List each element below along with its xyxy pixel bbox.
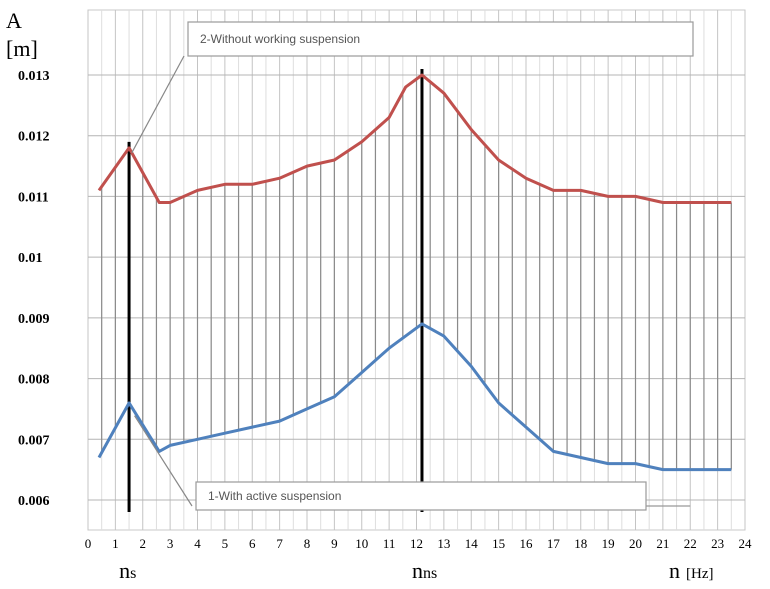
x-tick-label: 19 [602, 536, 615, 551]
x-tick-label: 6 [249, 536, 256, 551]
marker-label-ns: nns [412, 558, 437, 583]
x-tick-label: 22 [684, 536, 697, 551]
x-tick-label: 17 [547, 536, 561, 551]
x-tick-label: 16 [520, 536, 534, 551]
x-tick-label: 21 [656, 536, 669, 551]
y-tick-label: 0.012 [18, 130, 50, 145]
marker-label-symbol: n [119, 558, 130, 583]
x-tick-label: 18 [574, 536, 587, 551]
x-axis-label-unit: [Hz] [686, 566, 713, 582]
annotations: 2-Without working suspension 1-With activ… [131, 21, 694, 511]
x-tick-label: 5 [222, 536, 229, 551]
x-tick-label: 11 [383, 536, 396, 551]
x-tick-label: 23 [711, 536, 724, 551]
marker-label-subscript: ns [423, 565, 437, 582]
x-tick-label: 4 [194, 536, 201, 551]
x-tick-label: 8 [304, 536, 311, 551]
annotation-box-2 [195, 481, 647, 511]
x-tick-label: 3 [167, 536, 174, 551]
frequency-markers [127, 69, 424, 512]
marker-label-symbol: n [412, 558, 423, 583]
axis-labels: A [m] n [Hz] [6, 8, 713, 583]
marker-label-s: ns [119, 558, 136, 583]
y-tick-label: 0.008 [18, 373, 50, 388]
annotation-leader-2 [134, 415, 193, 507]
x-tick-label: 20 [629, 536, 642, 551]
y-tick-label: 0.011 [18, 190, 49, 205]
x-tick-label: 13 [437, 536, 450, 551]
x-tick-label: 12 [410, 536, 423, 551]
x-tick-label: 9 [331, 536, 338, 551]
x-tick-label: 15 [492, 536, 505, 551]
annotation-text-1: 2-Without working suspension [200, 32, 360, 46]
y-tick-label: 0.007 [18, 433, 50, 448]
y-tick-label: 0.009 [18, 312, 50, 327]
series-line-2 [97, 322, 732, 472]
series-lines [97, 73, 732, 472]
x-tick-label: 1 [112, 536, 119, 551]
drop-lines [101, 79, 732, 470]
y-axis-label-line2: [m] [6, 36, 38, 61]
y-tick-labels: 0.006 0.007 0.008 0.009 0.01 0.011 0.012 0.013 [18, 69, 50, 509]
x-axis-label: n [Hz] [669, 558, 713, 583]
x-tick-label: 2 [140, 536, 147, 551]
y-axis-label-line1: A [6, 8, 22, 33]
y-tick-label: 0.006 [18, 494, 50, 509]
x-tick-label: 10 [355, 536, 368, 551]
series-line-1 [97, 73, 732, 204]
marker-label-subscript: s [130, 565, 136, 582]
x-tick-label: 7 [276, 536, 283, 551]
y-tick-label: 0.01 [18, 251, 43, 266]
x-tick-label: 0 [85, 536, 92, 551]
annotation-leader-1 [131, 55, 185, 154]
x-axis-label-symbol: n [669, 558, 680, 583]
x-tick-label: 14 [465, 536, 479, 551]
x-tick-label: 24 [739, 536, 753, 551]
annotation-box-1 [187, 21, 694, 57]
y-tick-label: 0.013 [18, 69, 50, 84]
annotation-text-2: 1-With active suspension [208, 489, 341, 503]
